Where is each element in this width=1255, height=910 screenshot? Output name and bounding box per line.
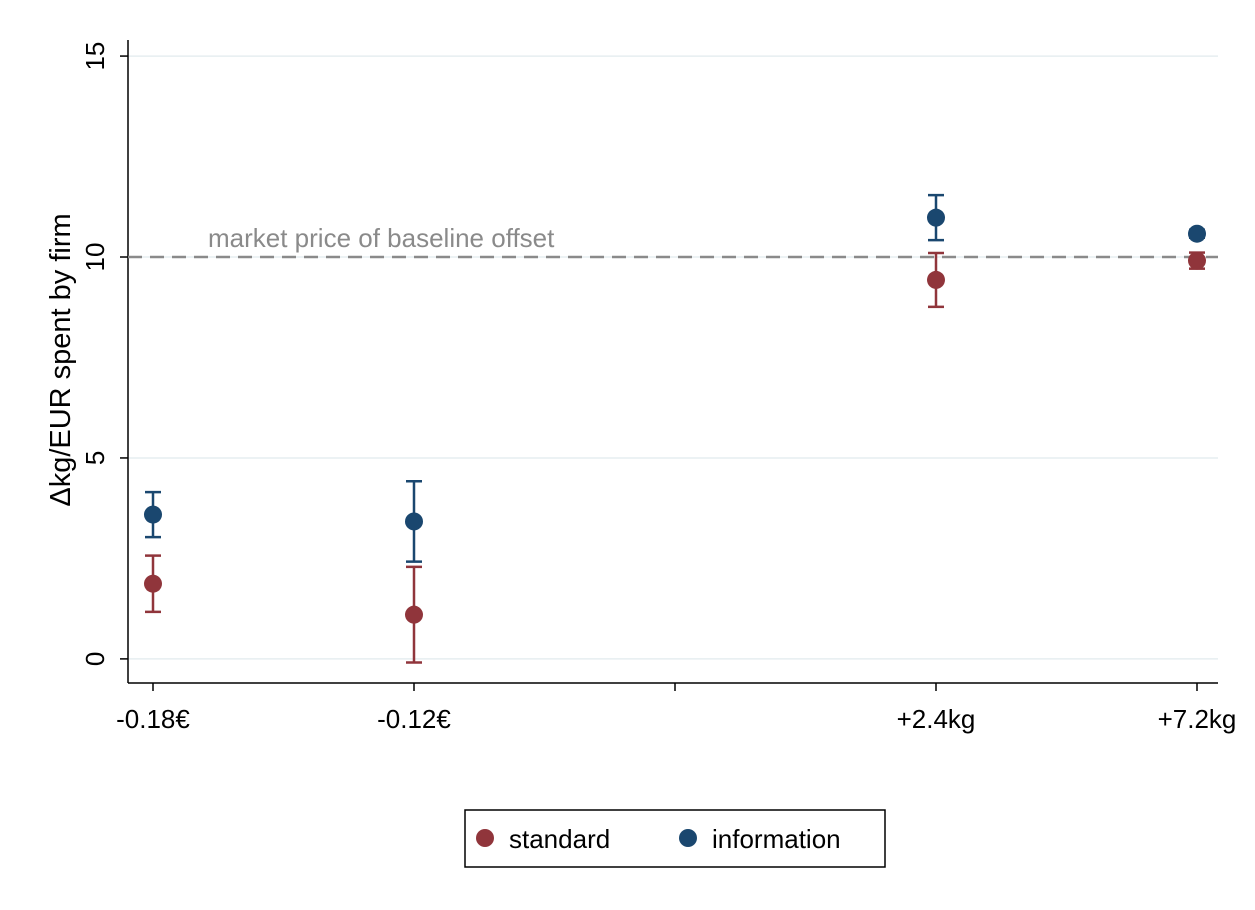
x-tick-label: +2.4kg — [897, 704, 976, 734]
y-tick-label: 15 — [80, 42, 110, 71]
legend-box — [464, 809, 886, 868]
x-tick-label: -0.12€ — [377, 704, 451, 734]
legend-label: standard — [509, 824, 610, 854]
y-tick-label: 5 — [80, 451, 110, 465]
x-tick-label: -0.18€ — [116, 704, 190, 734]
point — [1188, 224, 1206, 243]
y-axis-label: Δkg/EUR spent by firm — [45, 213, 77, 506]
point — [1188, 251, 1206, 270]
reference-label: market price of baseline offset — [208, 223, 555, 253]
x-tick-label: +7.2kg — [1158, 704, 1237, 734]
legend-marker — [476, 829, 494, 847]
point — [927, 270, 945, 289]
y-tick-label: 10 — [80, 243, 110, 272]
point — [144, 574, 162, 593]
legend-marker — [679, 829, 697, 847]
legend-label: information — [712, 824, 841, 854]
point — [927, 208, 945, 227]
y-tick-label: 0 — [80, 652, 110, 666]
point — [405, 605, 423, 624]
point — [144, 505, 162, 524]
point — [405, 512, 423, 531]
